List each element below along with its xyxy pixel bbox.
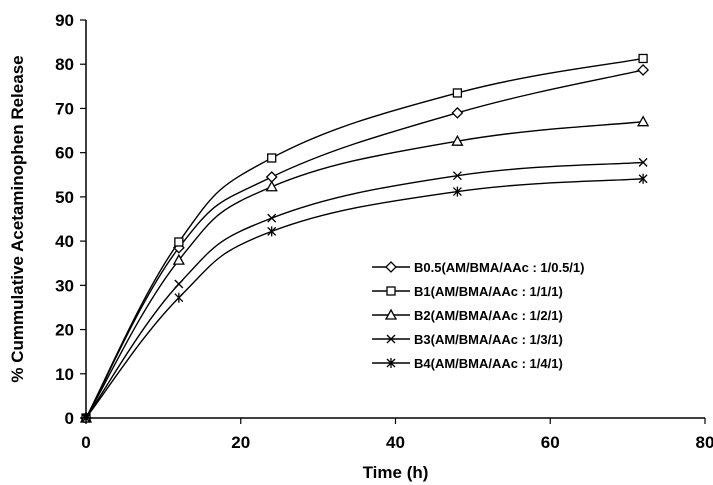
legend-item: B2(AM/BMA/AAc : 1/2/1): [372, 308, 563, 323]
legend-label: B1(AM/BMA/AAc : 1/1/1): [414, 284, 563, 299]
legend-label: B0.5(AM/BMA/AAc : 1/0.5/1): [414, 260, 584, 275]
legend-label: B2(AM/BMA/AAc : 1/2/1): [414, 308, 563, 323]
x-tick-label: 80: [696, 433, 713, 452]
data-point-x: [386, 334, 396, 344]
tick-labels: 0 10 20 30 40 50 60 70 80 90 0 20 40 60 80: [55, 11, 713, 452]
y-tick-label: 60: [55, 144, 74, 163]
data-point-x: [452, 171, 462, 181]
data-point-x: [267, 213, 277, 223]
data-point-square: [638, 53, 648, 64]
data-point-asterisk: [386, 358, 396, 368]
data-point-diamond: [637, 64, 650, 76]
series-line: [85, 69, 644, 419]
y-tick-label: 50: [55, 188, 74, 207]
data-point-asterisk: [267, 226, 277, 237]
series-5: [81, 173, 648, 423]
data-point-triangle: [636, 115, 650, 127]
x-tick-label: 20: [231, 433, 250, 452]
x-tick-label: 0: [81, 433, 90, 452]
y-tick-label: 30: [55, 276, 74, 295]
data-point-square: [267, 153, 277, 163]
y-tick-label: 40: [55, 232, 74, 251]
data-point-triangle: [172, 253, 185, 265]
legend-label: B3(AM/BMA/AAc : 1/3/1): [414, 332, 563, 347]
data-point-diamond: [451, 106, 464, 119]
legend: B0.5(AM/BMA/AAc : 1/0.5/1) B1(AM/BMA/AAc …: [372, 260, 584, 371]
y-tick-label: 90: [55, 11, 74, 30]
x-tick-label: 60: [541, 433, 560, 452]
data-point-triangle: [265, 180, 278, 192]
data-point-triangle: [384, 308, 398, 320]
legend-item: B4(AM/BMA/AAc : 1/4/1): [372, 356, 563, 371]
y-tick-label: 20: [55, 321, 74, 340]
legend-item: B1(AM/BMA/AAc : 1/1/1): [372, 284, 563, 299]
data-point-square: [174, 237, 184, 247]
data-point-diamond: [385, 261, 397, 273]
y-tick-label: 10: [55, 365, 74, 384]
y-tick-label: 80: [55, 55, 74, 74]
data-point-square: [452, 88, 463, 98]
y-tick-label: 70: [55, 99, 74, 118]
data-point-x: [174, 279, 184, 289]
data-point-asterisk: [174, 292, 184, 303]
y-tick-label: 0: [65, 409, 74, 428]
plot-series: [79, 53, 650, 424]
data-point-triangle: [451, 134, 464, 146]
legend-item: B3(AM/BMA/AAc : 1/3/1): [372, 332, 563, 347]
legend-label: B4(AM/BMA/AAc : 1/4/1): [414, 356, 563, 371]
data-point-asterisk: [452, 186, 462, 197]
data-point-asterisk: [638, 173, 648, 184]
series-1: [80, 64, 650, 424]
legend-item: B0.5(AM/BMA/AAc : 1/0.5/1): [372, 260, 584, 275]
series-line: [85, 178, 644, 419]
y-axis-title: % Cummulative Acetaminophen Release: [8, 55, 27, 382]
series-line: [85, 161, 644, 419]
data-point-x: [638, 157, 648, 167]
axes: [80, 19, 706, 424]
x-axis-title: Time (h): [363, 463, 429, 482]
x-tick-label: 40: [386, 433, 405, 452]
data-point-square: [386, 286, 396, 296]
